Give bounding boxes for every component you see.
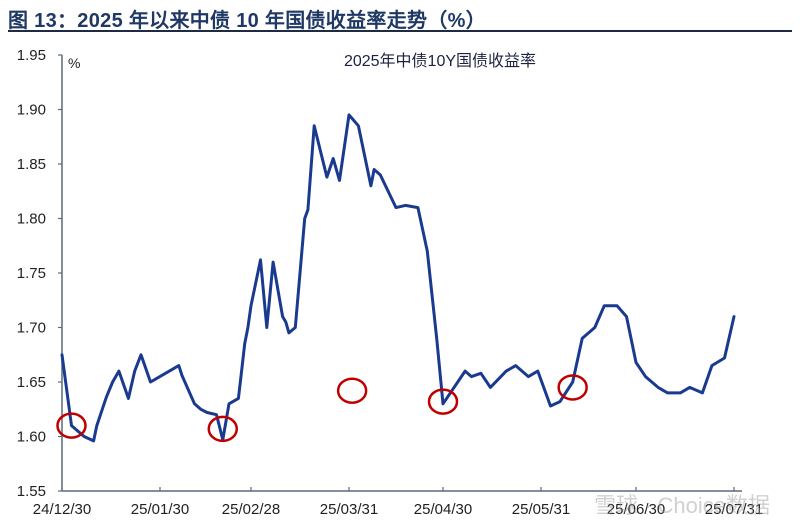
chart-title: 2025年中债10Y国债收益率: [343, 53, 537, 70]
chart-annotations: [56, 374, 588, 443]
x-tick-label: 25/04/30: [414, 501, 472, 518]
y-tick-label: 1.90: [17, 102, 46, 119]
figure-title: 图 13：2025 年以来中债 10 年国债收益率走势（%）: [8, 10, 486, 32]
highlight-circle: [557, 374, 588, 401]
x-tick-label: 25/07/31: [705, 501, 763, 518]
x-tick-label: 25/06/30: [607, 501, 665, 518]
x-tick-label: 24/12/30: [33, 501, 91, 518]
x-tick-label: 25/03/31: [320, 501, 378, 518]
highlight-circle: [56, 412, 87, 439]
watermark: 雪球 · Choice数据: [593, 493, 770, 518]
yield-line: [60, 113, 736, 443]
y-tick-label: 1.75: [17, 265, 46, 282]
highlight-circle: [207, 415, 239, 443]
highlight-circle: [427, 388, 459, 415]
x-tick-label: 25/02/28: [222, 501, 280, 518]
highlight-circle: [336, 377, 368, 404]
x-tick-label: 25/05/31: [512, 501, 570, 518]
y-tick-label: 1.80: [17, 211, 46, 228]
y-tick-label: 1.65: [17, 374, 46, 391]
y-tick-label: 1.60: [17, 429, 46, 446]
y-unit-label: %: [68, 55, 80, 71]
x-tick-label: 25/01/30: [131, 501, 189, 518]
y-tick-label: 1.70: [17, 320, 46, 337]
title-divider: [8, 30, 792, 32]
y-tick-label: 1.85: [17, 156, 46, 173]
chart-series: [60, 113, 736, 443]
y-tick-label: 1.55: [17, 483, 46, 500]
chart-axes: 1.95 1.90 1.85 1.80 1.75 1.70 1.65 1.60 1.55% 24/…: [17, 47, 763, 518]
y-tick-label: 1.95: [17, 47, 46, 64]
